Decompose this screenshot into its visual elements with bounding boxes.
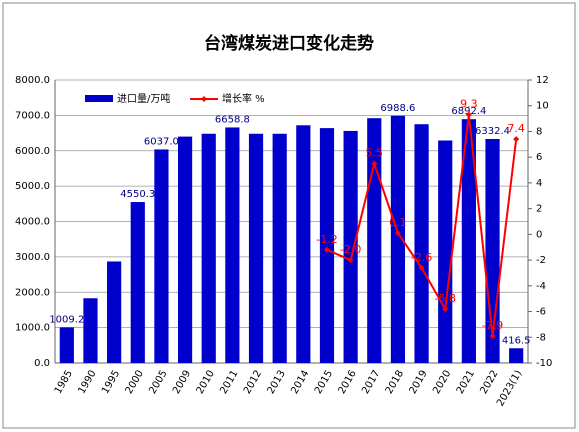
data-label: 6037.0 [144, 136, 179, 147]
y2-tick-label: -8 [536, 332, 546, 343]
y-tick-label: 7000.0 [15, 110, 50, 121]
legend-swatch [201, 96, 207, 102]
bar [107, 261, 122, 363]
y-tick-label: 3000.0 [15, 252, 50, 263]
data-label: 6892.4 [451, 106, 486, 117]
bar [154, 149, 169, 363]
line-marker [323, 246, 330, 253]
y-tick-label: 1000.0 [15, 323, 50, 334]
data-label: 4550.3 [120, 189, 155, 200]
data-label: 7.4 [507, 122, 525, 135]
y2-tick-label: 6 [536, 152, 542, 163]
data-label: 6988.6 [380, 103, 415, 114]
bar [201, 133, 216, 363]
data-label: -2.0 [340, 243, 361, 256]
bar [272, 133, 287, 363]
data-label: 5.5 [366, 147, 384, 160]
y2-tick-label: 12 [536, 75, 549, 86]
legend-swatch [85, 95, 113, 102]
line-marker [513, 136, 520, 143]
data-label: -5.8 [434, 292, 455, 305]
y2-tick-label: 10 [536, 101, 549, 112]
bar [343, 130, 358, 363]
bar [248, 133, 264, 363]
y2-tick-label: 8 [536, 126, 542, 137]
y-tick-label: 5000.0 [15, 181, 50, 192]
line-marker [442, 305, 449, 312]
line-marker [418, 264, 425, 271]
bar [296, 125, 311, 363]
bar [177, 136, 193, 363]
line-marker [465, 111, 472, 118]
y2-tick-label: 4 [536, 178, 542, 189]
bar [225, 127, 240, 363]
data-label: -7.9 [482, 319, 503, 332]
y2-tick-label: -4 [536, 281, 546, 292]
y-tick-label: 4000.0 [15, 217, 50, 228]
data-label: 1009.2 [49, 314, 84, 325]
line-marker [347, 257, 354, 264]
y-tick-label: 2000.0 [15, 287, 50, 298]
bar [390, 115, 406, 363]
bar [461, 119, 476, 363]
data-label: 416.5 [502, 335, 531, 346]
line-marker [371, 160, 378, 167]
line-marker [394, 230, 401, 237]
chart-title: 台湾煤炭进口变化走势 [204, 33, 374, 54]
bar [59, 327, 74, 363]
legend-label: 进口量/万吨 [117, 92, 170, 105]
data-label: 0.1 [389, 216, 407, 229]
data-label: -1.2 [316, 233, 337, 246]
y2-tick-label: 0 [536, 229, 542, 240]
data-label: 9.3 [460, 98, 478, 111]
data-label: 6658.8 [215, 114, 250, 125]
y2-tick-label: -2 [536, 255, 546, 266]
data-label: -2.6 [411, 251, 432, 264]
y-tick-label: 0.0 [34, 358, 50, 369]
y2-tick-label: 2 [536, 204, 542, 215]
bar [83, 298, 98, 363]
legend-label: 增长率 % [222, 92, 265, 105]
y2-tick-label: -10 [536, 358, 552, 369]
bar [509, 348, 524, 363]
y-tick-label: 6000.0 [15, 146, 50, 157]
line-marker [489, 332, 496, 339]
data-label: 6332.4 [475, 126, 510, 137]
bar [414, 124, 429, 363]
bar [438, 140, 453, 363]
y2-tick-label: -6 [536, 307, 546, 318]
y-tick-label: 8000.0 [15, 75, 50, 86]
bar [130, 202, 145, 363]
bar [319, 128, 335, 363]
